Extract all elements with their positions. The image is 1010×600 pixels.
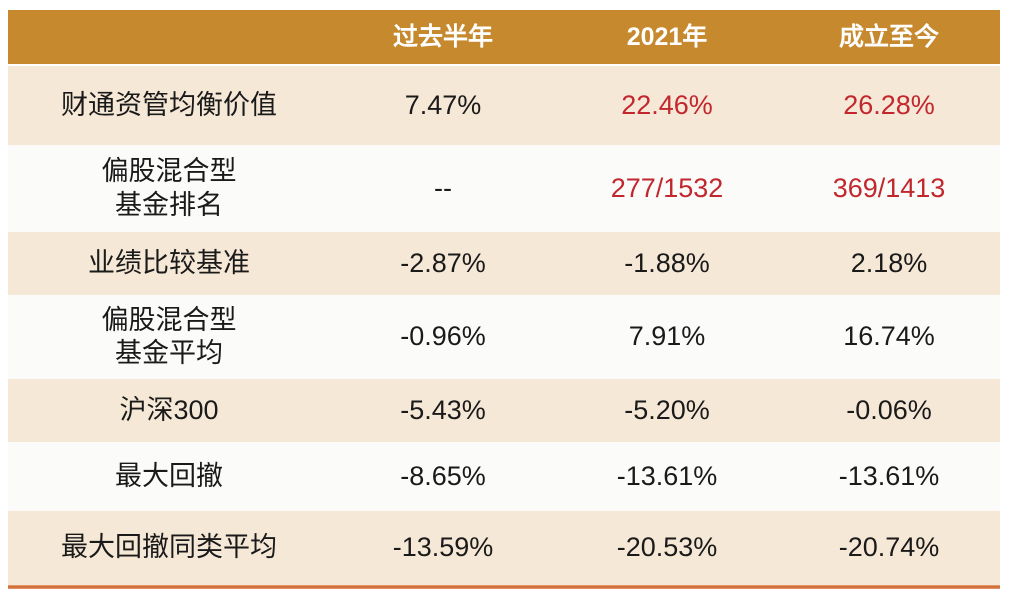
cell-value: -8.65% — [400, 460, 486, 491]
cell-value-highlight: 26.28% — [843, 89, 935, 120]
cell-value: -0.96% — [400, 321, 486, 352]
table-row-category-average: 偏股混合型 基金平均 -0.96% 7.91% 16.74% — [8, 295, 1000, 379]
cell-value-highlight: 369/1413 — [832, 172, 946, 203]
table-header-row: 过去半年 2021年 成立至今 — [8, 10, 1000, 64]
table-row-fund-ranking: 偏股混合型 基金排名 -- 277/1532 369/1413 — [8, 145, 1000, 232]
cell-value: 16.74% — [843, 321, 935, 352]
cell-value: -2.87% — [400, 247, 486, 278]
cell-value: 7.47% — [404, 89, 482, 120]
bottom-accent-line — [8, 585, 1000, 589]
cell-value: 7.91% — [628, 321, 706, 352]
table-row-benchmark: 业绩比较基准 -2.87% -1.88% 2.18% — [8, 232, 1000, 295]
cell-value: -- — [434, 172, 452, 203]
row-label: 偏股混合型 基金平均 — [101, 304, 237, 368]
cell-value: -1.88% — [624, 247, 710, 278]
row-label: 业绩比较基准 — [88, 247, 250, 278]
cell-value-highlight: 277/1532 — [610, 172, 724, 203]
cell-value: 2.18% — [850, 247, 928, 278]
header-divider — [8, 64, 1000, 66]
column-header-past-half-year: 过去半年 — [392, 22, 493, 51]
cell-value: -20.53% — [616, 532, 718, 563]
row-label: 最大回撤同类平均 — [61, 532, 277, 563]
cell-value: -13.59% — [392, 532, 494, 563]
row-label: 偏股混合型 基金排名 — [101, 156, 237, 220]
row-label: 最大回撤 — [115, 460, 223, 491]
cell-value: -5.43% — [400, 394, 486, 425]
row-label: 财通资管均衡价值 — [61, 89, 277, 120]
table-row-max-drawdown: 最大回撤 -8.65% -13.61% -13.61% — [8, 442, 1000, 511]
cell-value: -13.61% — [838, 460, 940, 491]
row-label: 沪深300 — [119, 394, 219, 425]
column-header-2021: 2021年 — [626, 22, 708, 51]
cell-value: -13.61% — [616, 460, 718, 491]
table-row-fund: 财通资管均衡价值 7.47% 22.46% 26.28% — [8, 66, 1000, 145]
cell-value: -5.20% — [624, 394, 710, 425]
column-header-since-inception: 成立至今 — [838, 22, 939, 51]
cell-value-highlight: 22.46% — [621, 89, 713, 120]
fund-performance-table: 过去半年 2021年 成立至今 财通资管均衡价值 7.47% 22.46% 26… — [8, 10, 1000, 589]
table-row-csi300: 沪深300 -5.43% -5.20% -0.06% — [8, 379, 1000, 442]
cell-value: -20.74% — [838, 532, 940, 563]
table-row-max-drawdown-average: 最大回撤同类平均 -13.59% -20.53% -20.74% — [8, 511, 1000, 585]
cell-value: -0.06% — [846, 394, 932, 425]
